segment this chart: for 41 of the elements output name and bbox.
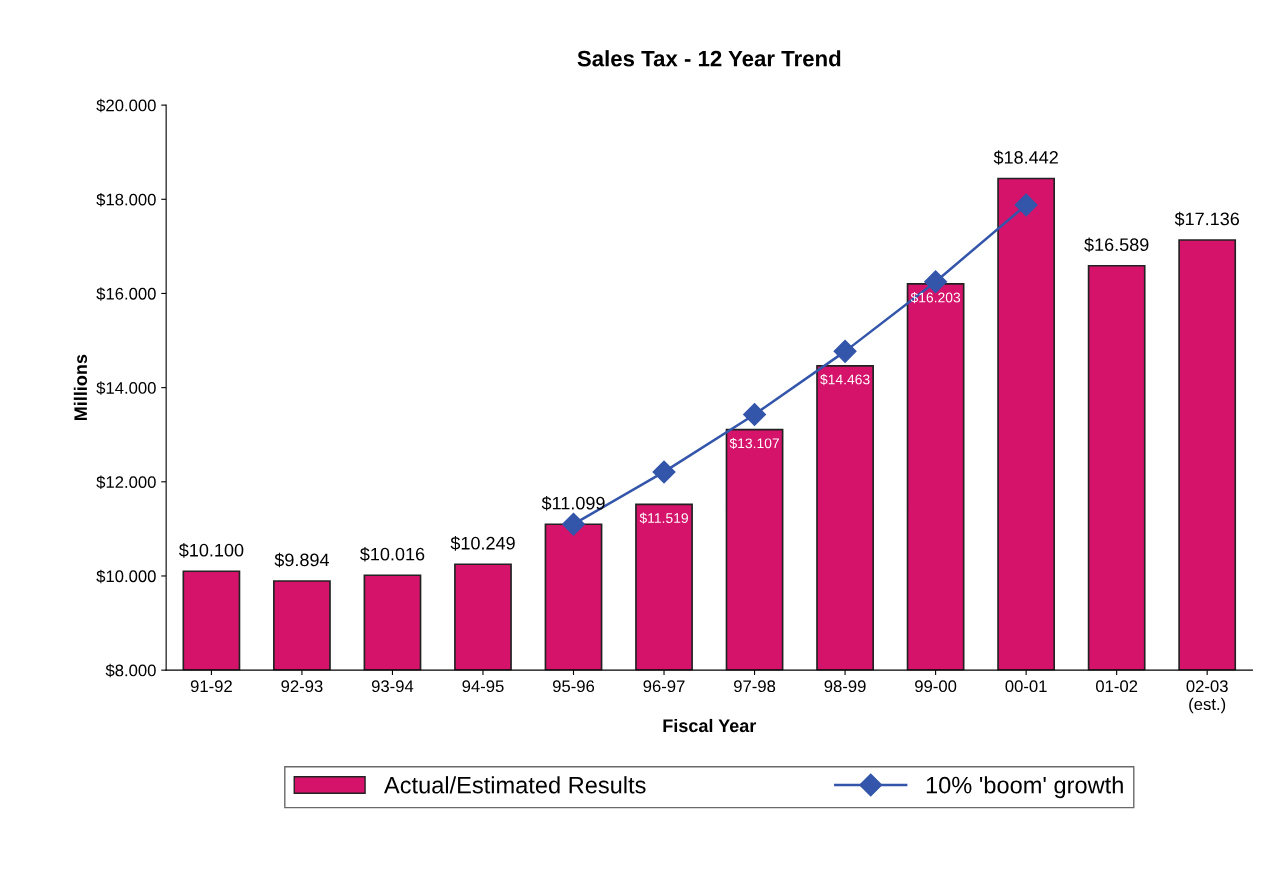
data-label: $9.894 (274, 552, 330, 568)
x-tick-label: 91-92 (190, 680, 232, 693)
x-tick-label: 96-97 (643, 680, 685, 693)
y-tick-label: $12.000 (96, 475, 156, 489)
point (1014, 193, 1038, 217)
data-label: $10.016 (360, 546, 425, 562)
x-tick-label: 01-02 (1095, 680, 1138, 693)
y-tick-label: $8.000 (105, 663, 156, 678)
x-tick-label: 95-96 (552, 680, 595, 693)
y-tick-label: $20.000 (96, 98, 156, 113)
data-label: $16.589 (1084, 237, 1149, 253)
data-label: $13.107 (729, 437, 779, 450)
y-tick-label: $16.000 (96, 287, 156, 301)
point (652, 460, 676, 484)
x-axis-title: Fiscal Year (663, 718, 757, 733)
x-tick-label: 02-03 (est.) (1186, 680, 1228, 714)
x-tick-label: 00-01 (1005, 680, 1047, 693)
data-label: $10.100 (178, 543, 244, 558)
data-label: $18.442 (993, 150, 1058, 165)
x-tick-label: 99-00 (915, 680, 957, 693)
x-tick-label: 98-99 (824, 680, 866, 693)
point (743, 402, 767, 426)
y-axis-title: Millions (73, 354, 88, 421)
x-tick-label: 93-94 (371, 680, 414, 693)
y-tick-label: $10.000 (96, 569, 156, 584)
point (833, 339, 857, 363)
data-label: $14.463 (820, 373, 870, 386)
chart-title: Sales Tax - 12 Year Trend (577, 50, 841, 67)
data-label: $11.519 (639, 512, 688, 524)
y-tick-label: $14.000 (96, 381, 156, 395)
x-tick-label: 97-98 (734, 680, 776, 693)
data-label: $11.099 (541, 496, 605, 511)
point (562, 512, 586, 536)
legend-label: Actual/Estimated Results (384, 776, 646, 794)
legend-label: 10% 'boom' growth (926, 776, 1123, 799)
x-tick-label: 94-95 (462, 680, 504, 693)
data-label: $10.249 (450, 536, 515, 551)
y-tick-label: $18.000 (96, 192, 156, 207)
x-tick-label: 92-93 (281, 680, 323, 693)
data-label: $17.136 (1174, 211, 1240, 227)
point (924, 270, 948, 294)
